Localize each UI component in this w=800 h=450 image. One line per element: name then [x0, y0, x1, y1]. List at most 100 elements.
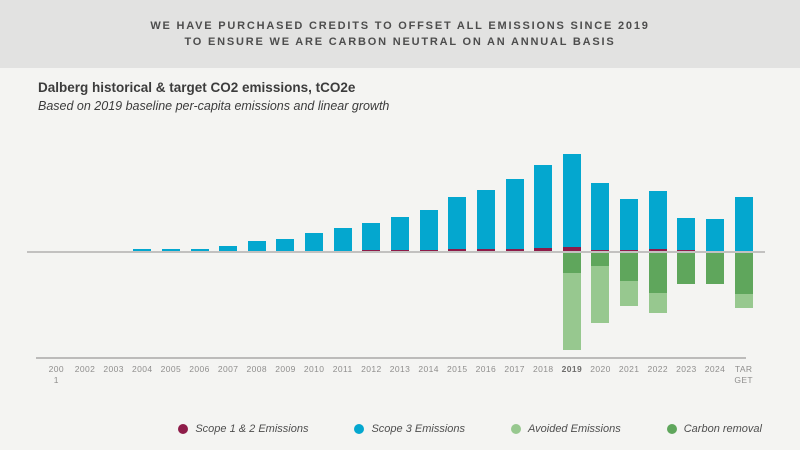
x-tick-line: 2023 — [676, 364, 697, 374]
bar-segment-2016-scope-1-2-emissions — [476, 249, 495, 252]
bar-segment-2013-scope-3-emissions — [391, 217, 409, 250]
bar-segment-2024-carbon-removal — [706, 252, 725, 285]
x-tick-line: 2012 — [361, 364, 382, 374]
x-tick-2008: 2008 — [242, 364, 271, 386]
bars-area — [42, 140, 758, 370]
x-tick-line: 2019 — [561, 364, 583, 374]
bar-segment-2005-scope-3-emissions — [161, 249, 180, 252]
bar-column-2009 — [271, 140, 300, 370]
bar-column-2018 — [529, 140, 558, 370]
x-tick-line: GET — [734, 375, 754, 386]
bar-segment-2019-scope-1-2-emissions — [562, 246, 581, 252]
bar-segment-2022-scope-1-2-emissions — [648, 249, 667, 252]
x-tick-2007: 2007 — [214, 364, 243, 386]
bar-segment-2006-scope-3-emissions — [190, 248, 209, 252]
bar-column-2019 — [558, 140, 587, 370]
bar-segment-2018-scope-3-emissions — [534, 164, 553, 248]
x-tick-line: 2018 — [532, 364, 554, 374]
x-tick-2020: 2020 — [586, 364, 615, 386]
x-tick-line: 200 — [48, 364, 65, 374]
stack-above-baseline — [562, 153, 581, 252]
bar-segment-2023-scope-3-emissions — [677, 218, 696, 250]
bar-segment-2010-scope-3-emissions — [305, 233, 324, 251]
stack-above-baseline — [133, 249, 152, 252]
x-tick-line: 2003 — [103, 364, 124, 374]
stack-below-baseline — [620, 252, 639, 306]
bar-column-2008 — [242, 140, 271, 370]
bar-column-2013 — [386, 140, 415, 370]
bar-segment-2021-carbon-removal — [620, 252, 639, 281]
stack-above-baseline — [219, 245, 238, 252]
bar-segment-target-avoided-emissions — [734, 294, 753, 308]
legend-item-scope-3-emissions: Scope 3 Emissions — [354, 423, 465, 435]
bar-segment-2024-scope-3-emissions — [706, 218, 725, 252]
x-tick-line: 2010 — [303, 364, 325, 374]
bar-segment-2004-scope-3-emissions — [133, 249, 152, 252]
chart-title: Dalberg historical & target CO2 emission… — [38, 80, 356, 95]
x-tick-2017: 2017 — [500, 364, 529, 386]
bar-segment-2009-scope-3-emissions — [276, 239, 295, 251]
legend-swatch-scope-1-2-emissions — [178, 424, 189, 434]
x-tick-2016: 2016 — [472, 364, 501, 386]
bar-segment-2014-scope-3-emissions — [419, 210, 438, 250]
legend-swatch-scope-3-emissions — [354, 424, 365, 434]
bar-segment-2020-avoided-emissions — [591, 266, 610, 323]
stack-above-baseline — [476, 189, 495, 252]
bar-column-2017 — [500, 140, 529, 370]
chart-subtitle: Based on 2019 baseline per-capita emissi… — [38, 99, 390, 113]
x-tick-2014: 2014 — [414, 364, 443, 386]
stack-above-baseline — [419, 210, 438, 252]
bar-column-2010 — [300, 140, 329, 370]
x-tick-2021: 2021 — [615, 364, 644, 386]
x-tick-line: 2016 — [475, 364, 497, 374]
x-tick-2019: 2019 — [558, 364, 587, 386]
bar-column-2006 — [185, 140, 214, 370]
legend: Scope 1 & 2 Emissions Scope 3 Emissions Av… — [178, 418, 762, 440]
bar-segment-2021-avoided-emissions — [620, 280, 639, 306]
legend-item-scope-1-2-emissions: Scope 1 & 2 Emissions — [178, 423, 308, 435]
stack-above-baseline — [333, 228, 352, 252]
x-tick-line: 2007 — [217, 364, 239, 374]
x-tick-line: 2021 — [618, 364, 640, 374]
x-tick-2024: 2024 — [701, 364, 730, 386]
bar-segment-target-scope-3-emissions — [734, 197, 753, 251]
stack-above-baseline — [706, 218, 725, 252]
banner: WE HAVE PURCHASED CREDITS TO OFFSET ALL … — [0, 0, 800, 68]
stack-above-baseline — [362, 223, 381, 252]
x-axis-labels: 200 1 2002 2003 2004 2005 2006 2007 2008 2009 2010… — [42, 364, 758, 386]
x-tick-line: 2017 — [504, 364, 525, 374]
x-tick-line: 2008 — [246, 364, 268, 374]
bar-column-2024 — [701, 140, 730, 370]
x-tick-line: 2006 — [189, 364, 210, 374]
bar-segment-2021-scope-3-emissions — [620, 199, 639, 250]
bar-column-2002 — [71, 140, 100, 370]
x-tick-2011: 2011 — [328, 364, 357, 386]
stack-below-baseline — [562, 252, 581, 350]
stack-above-baseline — [448, 197, 467, 252]
bar-column-2023 — [672, 140, 701, 370]
bar-segment-2020-carbon-removal — [591, 252, 610, 266]
legend-item-avoided-emissions: Avoided Emissions — [511, 423, 621, 435]
x-tick-2015: 2015 — [443, 364, 472, 386]
stack-below-baseline — [706, 252, 725, 285]
bar-segment-2019-scope-3-emissions — [562, 153, 581, 247]
banner-line-1: WE HAVE PURCHASED CREDITS TO OFFSET ALL … — [150, 20, 650, 32]
stack-above-baseline — [591, 183, 610, 252]
x-tick-line: 2014 — [418, 364, 439, 374]
stack-below-baseline — [734, 252, 753, 308]
bar-segment-2020-scope-3-emissions — [591, 183, 610, 250]
x-tick-line: 2002 — [74, 364, 96, 374]
bar-segment-target-carbon-removal — [734, 252, 753, 295]
bar-segment-2012-scope-3-emissions — [362, 223, 381, 250]
x-tick-2013: 2013 — [386, 364, 415, 386]
bar-segment-2015-scope-3-emissions — [448, 197, 467, 249]
legend-swatch-avoided-emissions — [511, 424, 521, 434]
stack-above-baseline — [247, 240, 266, 252]
x-tick-line: 2024 — [704, 364, 726, 374]
bar-segment-2023-carbon-removal — [677, 252, 696, 285]
stack-above-baseline — [505, 178, 524, 252]
bar-column-2014 — [414, 140, 443, 370]
x-tick-2003: 2003 — [99, 364, 128, 386]
stack-above-baseline — [734, 197, 753, 252]
bar-column-2021 — [615, 140, 644, 370]
